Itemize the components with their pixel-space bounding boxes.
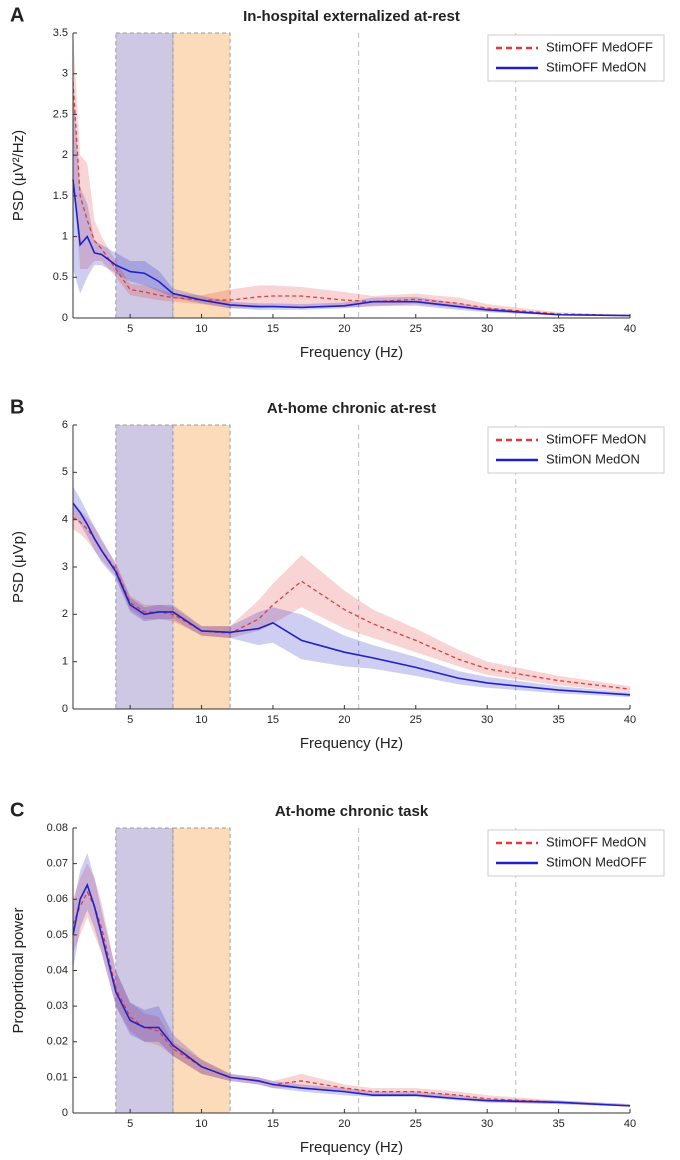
x-axis-label: Frequency (Hz) bbox=[300, 1139, 403, 1156]
panel-label: C bbox=[10, 799, 24, 821]
y-axis-label: PSD (μVp) bbox=[10, 531, 27, 603]
chart-title: At-home chronic task bbox=[275, 803, 429, 820]
frequency-band bbox=[115, 32, 174, 319]
x-tick-label: 15 bbox=[267, 714, 279, 726]
x-tick-label: 25 bbox=[410, 323, 422, 335]
panel: 0 0.5 1 1.5 2 2.5 3 3.5 5 10 15 20 25 30 35 40 A In-hospi… bbox=[10, 4, 665, 361]
panel-label: A bbox=[10, 4, 24, 26]
y-tick-label: 6 bbox=[62, 419, 68, 431]
x-tick-label: 35 bbox=[552, 714, 564, 726]
series-line bbox=[72, 502, 631, 696]
frequency-band bbox=[172, 827, 231, 1114]
y-tick-label: 4 bbox=[62, 514, 68, 526]
y-tick-label: 0.5 bbox=[53, 271, 68, 283]
legend-label: StimON MedOFF bbox=[546, 854, 646, 869]
y-tick-label: 1 bbox=[62, 656, 68, 668]
frequency-band bbox=[115, 827, 174, 1114]
legend-label: StimON MedON bbox=[546, 451, 640, 466]
x-tick-label: 40 bbox=[624, 714, 636, 726]
y-axis-label: Proportional power bbox=[10, 908, 27, 1034]
frequency-band bbox=[115, 424, 174, 710]
x-tick-label: 15 bbox=[267, 323, 279, 335]
frequency-band bbox=[172, 424, 231, 710]
y-tick-label: 3.5 bbox=[53, 27, 68, 39]
legend-label: StimOFF MedON bbox=[546, 834, 646, 849]
y-tick-label: 2 bbox=[62, 608, 68, 620]
x-tick-label: 40 bbox=[624, 1118, 636, 1130]
confidence-band bbox=[73, 505, 630, 692]
frequency-band bbox=[172, 32, 231, 319]
x-tick-label: 30 bbox=[481, 714, 493, 726]
x-tick-label: 20 bbox=[338, 1118, 350, 1130]
panel: 0 1 2 3 4 5 6 5 10 15 20 25 30 35 40 B At-home chronic a… bbox=[10, 396, 665, 752]
panel-label: B bbox=[10, 396, 24, 418]
y-tick-label: 3 bbox=[62, 68, 68, 80]
y-tick-label: 0 bbox=[62, 703, 68, 715]
y-tick-label: 0.05 bbox=[47, 929, 68, 941]
x-tick-label: 25 bbox=[410, 714, 422, 726]
x-tick-label: 5 bbox=[127, 714, 133, 726]
x-tick-label: 30 bbox=[481, 323, 493, 335]
y-tick-label: 0.06 bbox=[47, 893, 68, 905]
x-tick-label: 30 bbox=[481, 1118, 493, 1130]
x-tick-label: 25 bbox=[410, 1118, 422, 1130]
chart-title: At-home chronic at-rest bbox=[267, 400, 436, 417]
x-tick-label: 20 bbox=[338, 323, 350, 335]
x-tick-label: 35 bbox=[552, 323, 564, 335]
panel: 0 0.01 0.02 0.03 0.04 0.05 0.06 0.07 0.08 5 10 15 20… bbox=[10, 799, 665, 1156]
x-tick-label: 10 bbox=[195, 323, 207, 335]
y-tick-label: 5 bbox=[62, 466, 68, 478]
y-tick-label: 0 bbox=[62, 1107, 68, 1119]
x-tick-label: 10 bbox=[195, 1118, 207, 1130]
confidence-band bbox=[73, 486, 630, 698]
y-tick-label: 0.04 bbox=[47, 964, 68, 976]
legend-box bbox=[487, 34, 665, 82]
y-tick-label: 0.02 bbox=[47, 1036, 68, 1048]
series-line bbox=[72, 179, 631, 317]
y-tick-label: 0.01 bbox=[47, 1071, 68, 1083]
y-tick-label: 3 bbox=[62, 561, 68, 573]
y-tick-label: 2.5 bbox=[53, 108, 68, 120]
legend-label: StimOFF MedON bbox=[546, 431, 646, 446]
y-axis-label: PSD (μV²/Hz) bbox=[10, 130, 27, 221]
y-tick-label: 2 bbox=[62, 149, 68, 161]
x-tick-label: 10 bbox=[195, 714, 207, 726]
legend-label: StimOFF MedOFF bbox=[546, 39, 653, 54]
y-tick-label: 0.08 bbox=[47, 822, 68, 834]
x-tick-label: 20 bbox=[338, 714, 350, 726]
y-tick-label: 1.5 bbox=[53, 190, 68, 202]
series-line bbox=[72, 882, 631, 1107]
y-tick-label: 1 bbox=[62, 230, 68, 242]
chart-title: In-hospital externalized at-rest bbox=[243, 8, 460, 25]
x-tick-label: 40 bbox=[624, 323, 636, 335]
legend-box bbox=[487, 426, 665, 474]
x-axis-label: Frequency (Hz) bbox=[300, 344, 403, 361]
x-axis-label: Frequency (Hz) bbox=[300, 735, 403, 752]
y-tick-label: 0 bbox=[62, 312, 68, 324]
x-tick-label: 15 bbox=[267, 1118, 279, 1130]
x-tick-label: 35 bbox=[552, 1118, 564, 1130]
y-tick-label: 0.07 bbox=[47, 858, 68, 870]
legend-label: StimOFF MedON bbox=[546, 59, 646, 74]
series-line bbox=[72, 81, 631, 317]
legend-box bbox=[487, 829, 665, 877]
x-tick-label: 5 bbox=[127, 323, 133, 335]
x-tick-label: 5 bbox=[127, 1118, 133, 1130]
y-tick-label: 0.03 bbox=[47, 1000, 68, 1012]
